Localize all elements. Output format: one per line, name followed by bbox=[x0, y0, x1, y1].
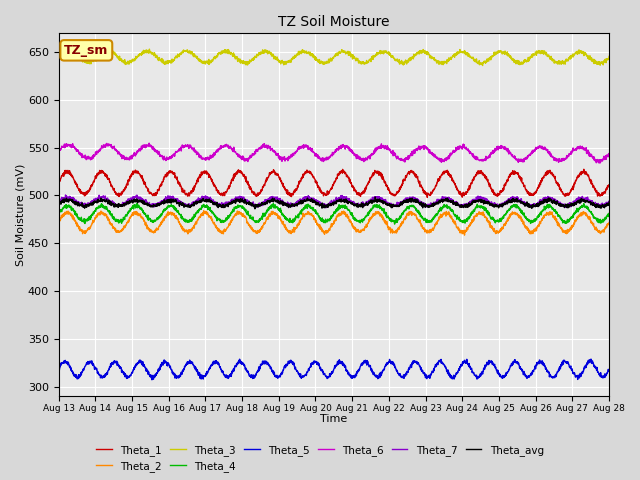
Theta_6 bbox=[362, 155, 370, 161]
Theta_7 bbox=[557, 202, 564, 207]
Theta_6 bbox=[572, 146, 580, 152]
Theta_avg bbox=[371, 194, 379, 200]
Theta_7 bbox=[209, 199, 216, 204]
Theta_3 bbox=[209, 57, 216, 63]
Theta_avg bbox=[362, 201, 370, 207]
Theta_4 bbox=[55, 211, 63, 217]
Theta_2 bbox=[350, 224, 358, 229]
Theta_avg bbox=[605, 199, 613, 205]
Theta_4 bbox=[209, 209, 216, 215]
Theta_6 bbox=[145, 140, 153, 146]
Theta_7 bbox=[322, 205, 330, 211]
Theta_5 bbox=[350, 375, 358, 381]
Theta_2 bbox=[362, 224, 370, 230]
Theta_5 bbox=[572, 373, 580, 379]
Theta_5 bbox=[55, 367, 63, 373]
Theta_3 bbox=[65, 46, 73, 52]
Theta_5 bbox=[362, 360, 370, 366]
Theta_3 bbox=[572, 51, 580, 57]
X-axis label: Time: Time bbox=[320, 414, 348, 424]
Theta_7 bbox=[362, 200, 370, 206]
Theta_avg bbox=[350, 201, 358, 207]
Theta_7 bbox=[494, 204, 502, 209]
Theta_avg bbox=[494, 204, 502, 209]
Line: Theta_5: Theta_5 bbox=[59, 359, 609, 380]
Theta_2 bbox=[605, 220, 613, 226]
Theta_7 bbox=[605, 198, 613, 204]
Theta_1 bbox=[350, 185, 358, 191]
Theta_avg bbox=[557, 201, 564, 207]
Theta_7 bbox=[572, 197, 580, 203]
Theta_4 bbox=[350, 216, 358, 221]
Line: Theta_6: Theta_6 bbox=[59, 143, 609, 163]
Theta_2 bbox=[209, 216, 216, 222]
Line: Theta_avg: Theta_avg bbox=[59, 197, 609, 209]
Theta_6 bbox=[494, 144, 502, 150]
Y-axis label: Soil Moisture (mV): Soil Moisture (mV) bbox=[15, 163, 25, 266]
Text: TZ_sm: TZ_sm bbox=[64, 44, 109, 57]
Line: Theta_3: Theta_3 bbox=[59, 49, 609, 66]
Theta_7 bbox=[61, 192, 69, 198]
Theta_2 bbox=[55, 220, 63, 226]
Theta_avg bbox=[208, 199, 216, 205]
Theta_3 bbox=[362, 60, 370, 66]
Theta_6 bbox=[595, 160, 603, 166]
Theta_3 bbox=[350, 55, 358, 61]
Theta_5 bbox=[587, 356, 595, 362]
Theta_1 bbox=[557, 187, 564, 192]
Theta_6 bbox=[350, 150, 358, 156]
Theta_6 bbox=[557, 158, 564, 164]
Theta_4 bbox=[605, 210, 613, 216]
Line: Theta_2: Theta_2 bbox=[59, 211, 609, 235]
Theta_1 bbox=[580, 167, 588, 172]
Theta_6 bbox=[605, 151, 613, 157]
Theta_4 bbox=[362, 214, 370, 219]
Theta_4 bbox=[572, 209, 580, 215]
Theta_1 bbox=[494, 193, 502, 199]
Theta_7 bbox=[55, 201, 63, 206]
Theta_1 bbox=[605, 182, 613, 188]
Theta_4 bbox=[391, 221, 399, 227]
Theta_2 bbox=[494, 230, 502, 236]
Theta_1 bbox=[424, 194, 431, 200]
Theta_3 bbox=[479, 63, 486, 69]
Theta_5 bbox=[209, 362, 216, 368]
Title: TZ Soil Moisture: TZ Soil Moisture bbox=[278, 15, 390, 29]
Theta_3 bbox=[494, 48, 502, 54]
Theta_5 bbox=[557, 364, 564, 370]
Theta_1 bbox=[55, 179, 63, 184]
Theta_7 bbox=[350, 199, 358, 205]
Theta_avg bbox=[251, 206, 259, 212]
Theta_2 bbox=[572, 218, 580, 224]
Theta_1 bbox=[362, 187, 369, 192]
Theta_avg bbox=[572, 202, 580, 207]
Theta_3 bbox=[55, 53, 63, 59]
Theta_6 bbox=[55, 150, 63, 156]
Theta_4 bbox=[494, 219, 502, 225]
Line: Theta_1: Theta_1 bbox=[59, 169, 609, 197]
Theta_avg bbox=[55, 202, 63, 207]
Theta_5 bbox=[148, 377, 156, 383]
Line: Theta_7: Theta_7 bbox=[59, 195, 609, 208]
Theta_1 bbox=[572, 178, 580, 184]
Theta_6 bbox=[209, 154, 216, 160]
Theta_5 bbox=[494, 368, 502, 373]
Theta_2 bbox=[200, 208, 207, 214]
Theta_3 bbox=[557, 59, 564, 64]
Line: Theta_4: Theta_4 bbox=[59, 204, 609, 224]
Theta_2 bbox=[461, 232, 468, 238]
Theta_3 bbox=[605, 54, 613, 60]
Theta_1 bbox=[208, 179, 216, 184]
Theta_2 bbox=[557, 225, 564, 231]
Theta_4 bbox=[133, 201, 141, 206]
Theta_5 bbox=[605, 367, 613, 372]
Legend: Theta_1, Theta_2, Theta_3, Theta_4, Theta_5, Theta_6, Theta_7, Theta_avg: Theta_1, Theta_2, Theta_3, Theta_4, Thet… bbox=[93, 442, 547, 475]
Theta_4 bbox=[557, 215, 564, 221]
